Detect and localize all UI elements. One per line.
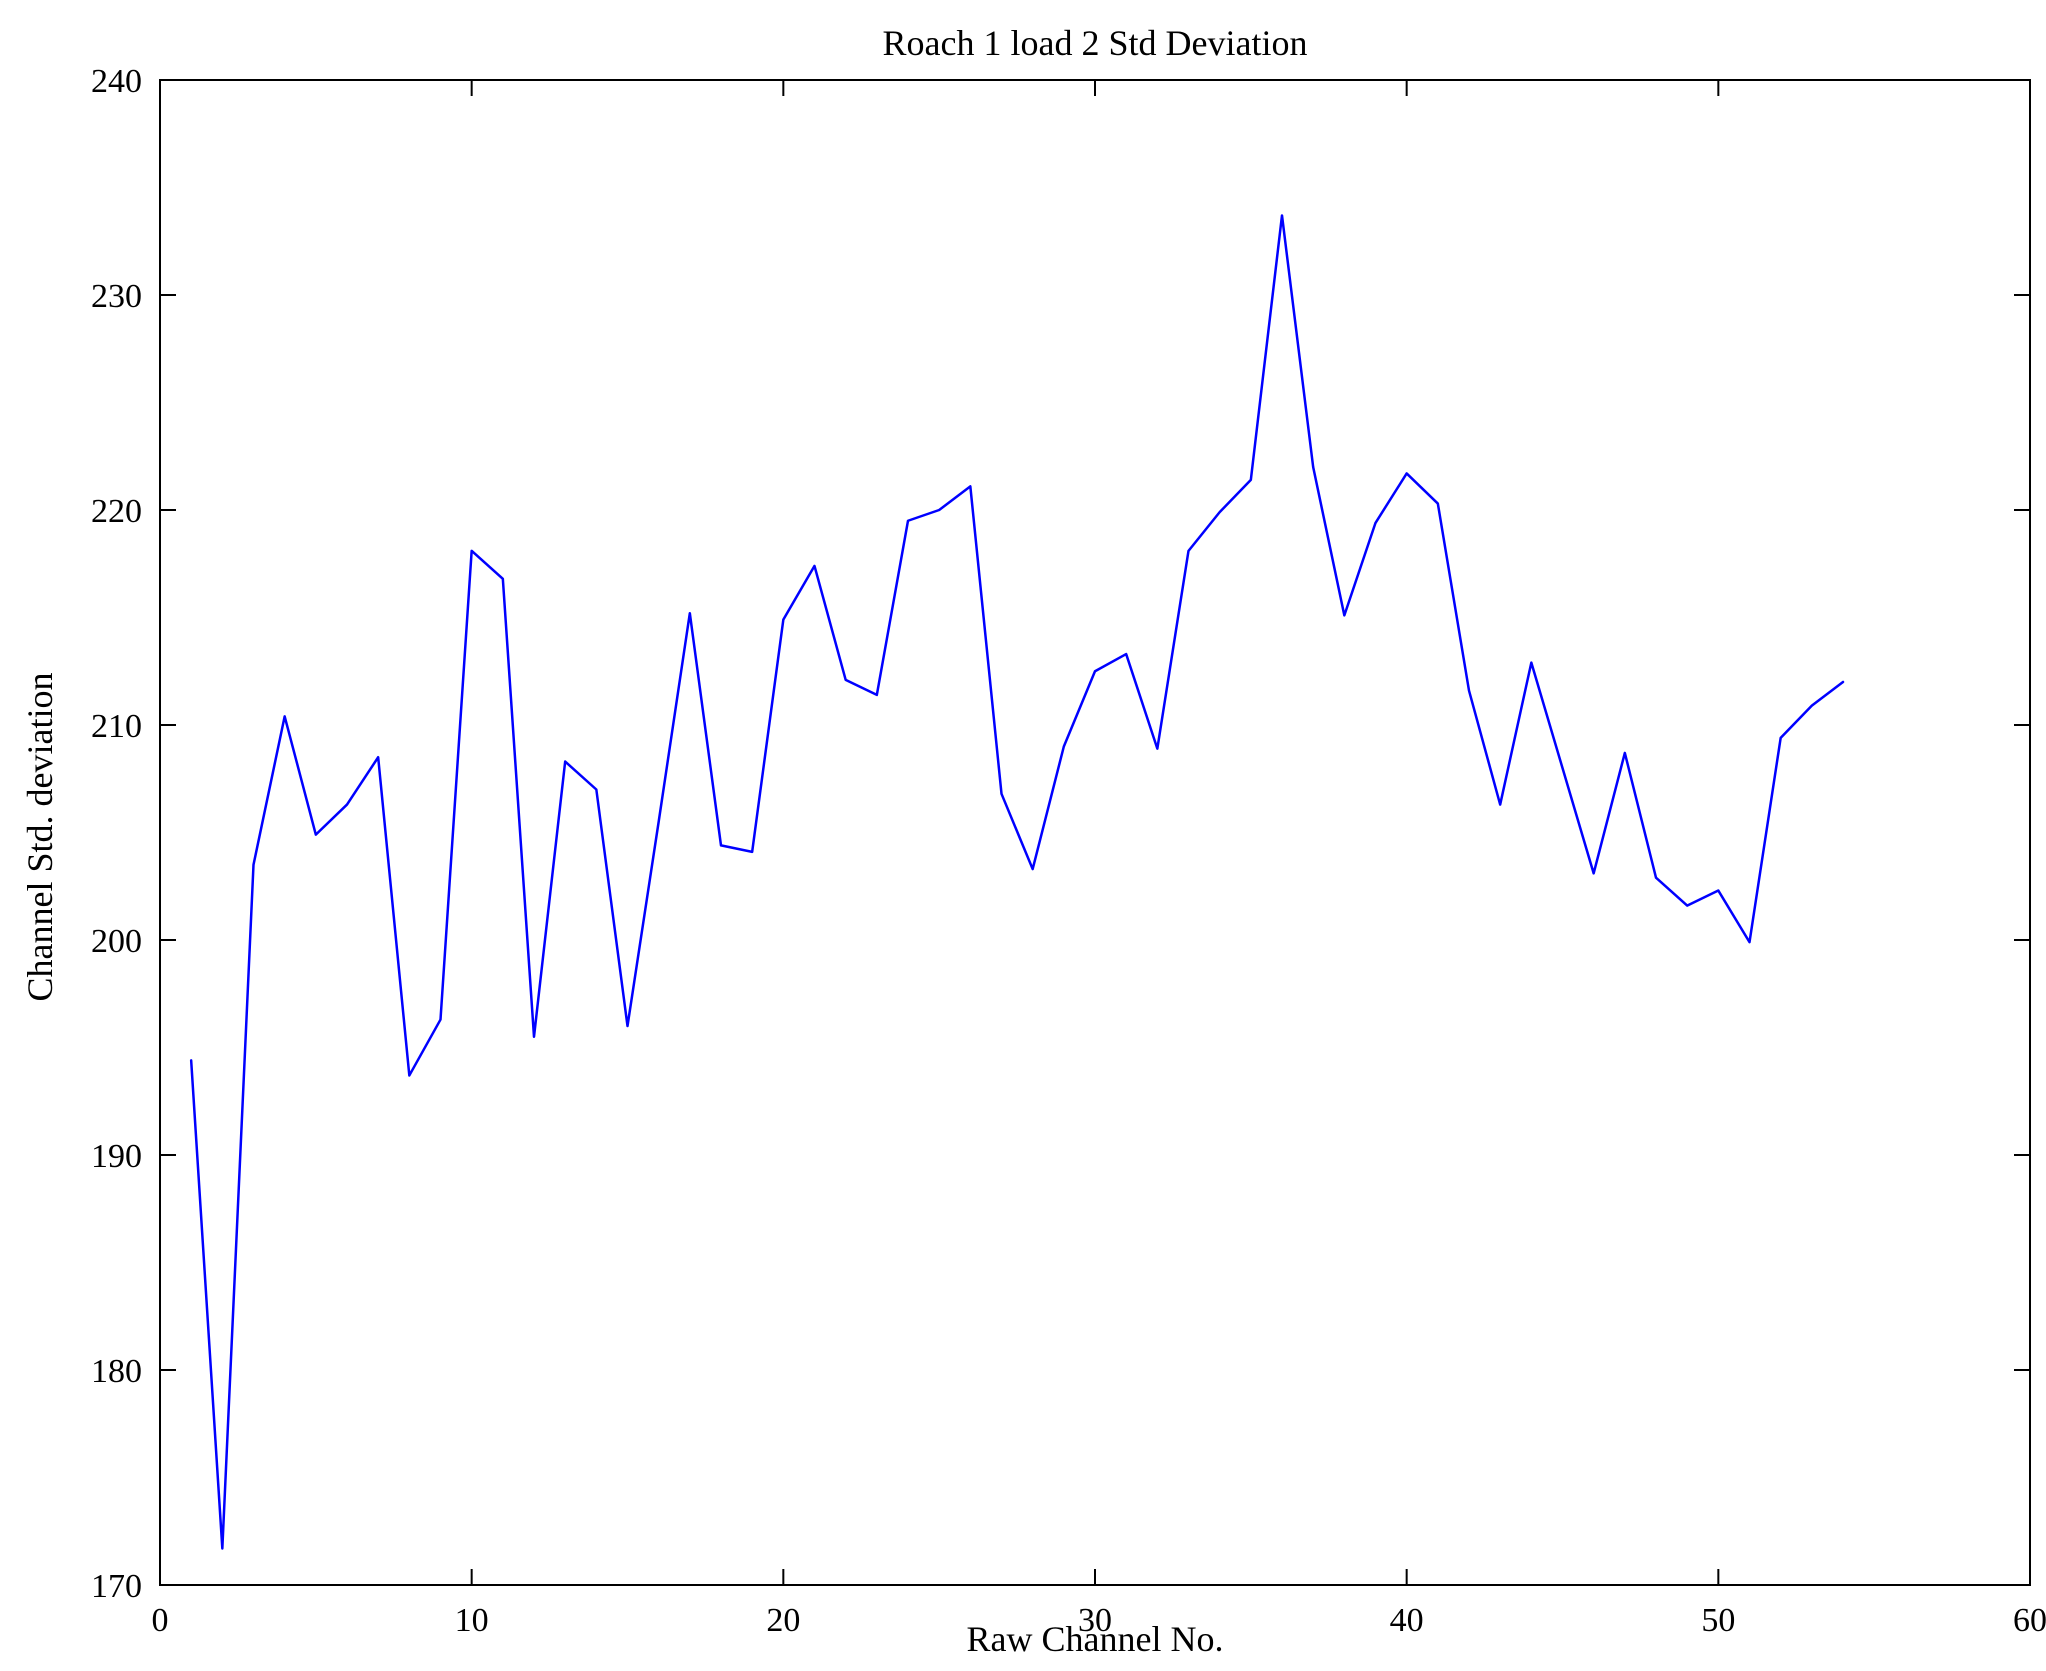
x-tick-label: 10	[455, 1602, 489, 1639]
x-tick-label: 30	[1078, 1602, 1112, 1639]
y-tick-label: 180	[91, 1353, 142, 1390]
x-tick-label: 50	[1701, 1602, 1735, 1639]
y-tick-label: 240	[91, 63, 142, 100]
axes-box	[159, 79, 2031, 1586]
y-axis-label: Channel Std. deviation	[20, 672, 60, 1002]
y-tick-label: 200	[91, 923, 142, 960]
y-tick-label: 190	[91, 1138, 142, 1175]
x-tick-label: 20	[766, 1602, 800, 1639]
data-line	[189, 214, 1845, 1550]
y-tick-label: 210	[91, 708, 142, 745]
y-tick-label: 220	[91, 493, 142, 530]
y-tick-label: 230	[91, 278, 142, 315]
x-tick-label: 0	[152, 1602, 169, 1639]
x-axis-label: Raw Channel No.	[966, 1619, 1224, 1659]
y-tick-label: 170	[91, 1568, 142, 1605]
chart-title: Roach 1 load 2 Std Deviation	[882, 23, 1308, 63]
x-tick-label: 40	[1390, 1602, 1424, 1639]
x-tick-label: 60	[2013, 1602, 2046, 1639]
